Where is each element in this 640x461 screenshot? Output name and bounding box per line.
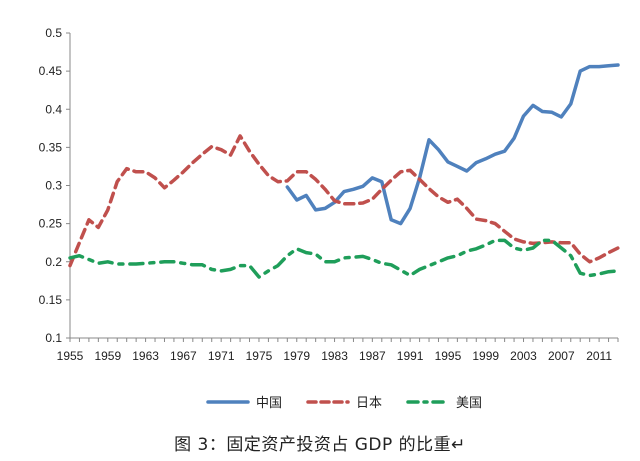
x-tick-label: 1991 <box>397 349 424 363</box>
y-tick-label: 0.45 <box>39 64 63 78</box>
line-chart: 0.1 0.15 0.2 0.25 0.3 0.35 0.4 0.45 0.5 1955 1959… <box>39 26 620 411</box>
x-tick-label: 1959 <box>94 349 121 363</box>
legend-label: 日本 <box>356 396 382 411</box>
x-tick-label: 2003 <box>510 349 537 363</box>
x-tick-label: 1995 <box>435 349 462 363</box>
figure-caption: 图 3：固定资产投资占 GDP 的比重↵ <box>174 435 466 455</box>
series-lines <box>68 63 620 279</box>
x-tick-label: 2011 <box>586 349 612 363</box>
y-tick-label: 0.4 <box>45 102 62 116</box>
x-tick-label: 1971 <box>208 349 235 363</box>
y-tick-label: 0.5 <box>45 26 62 40</box>
x-tick-label: 1999 <box>472 349 499 363</box>
y-tick-label: 0.1 <box>45 331 62 345</box>
x-tick-label: 1979 <box>283 349 310 363</box>
x-tick-label: 1975 <box>246 349 273 363</box>
y-axis-tick-labels: 0.1 0.15 0.2 0.25 0.3 0.35 0.4 0.45 0.5 <box>39 26 63 345</box>
y-tick-label: 0.2 <box>45 255 62 269</box>
y-tick-label: 0.35 <box>39 140 63 154</box>
y-tick-label: 0.25 <box>39 217 63 231</box>
legend-label: 美国 <box>456 396 482 411</box>
series-line-中国 <box>285 63 620 226</box>
legend-label: 中国 <box>256 396 282 411</box>
x-tick-label: 1987 <box>359 349 386 363</box>
x-tick-label: 1967 <box>170 349 197 363</box>
series-line-日本 <box>68 134 620 268</box>
axes <box>66 32 619 342</box>
legend: 中国 日本 美国 <box>206 396 482 411</box>
x-tick-label: 1983 <box>321 349 348 363</box>
y-tick-label: 0.3 <box>45 179 62 193</box>
y-tick-label: 0.15 <box>39 293 63 307</box>
x-tick-label: 1955 <box>57 349 84 363</box>
series-line-美国 <box>68 238 620 279</box>
x-axis-tick-labels: 1955 1959 1963 1967 1971 1975 1979 1983 1987 1991… <box>57 349 613 363</box>
x-tick-label: 2007 <box>548 349 575 363</box>
x-tick-label: 1963 <box>132 349 159 363</box>
